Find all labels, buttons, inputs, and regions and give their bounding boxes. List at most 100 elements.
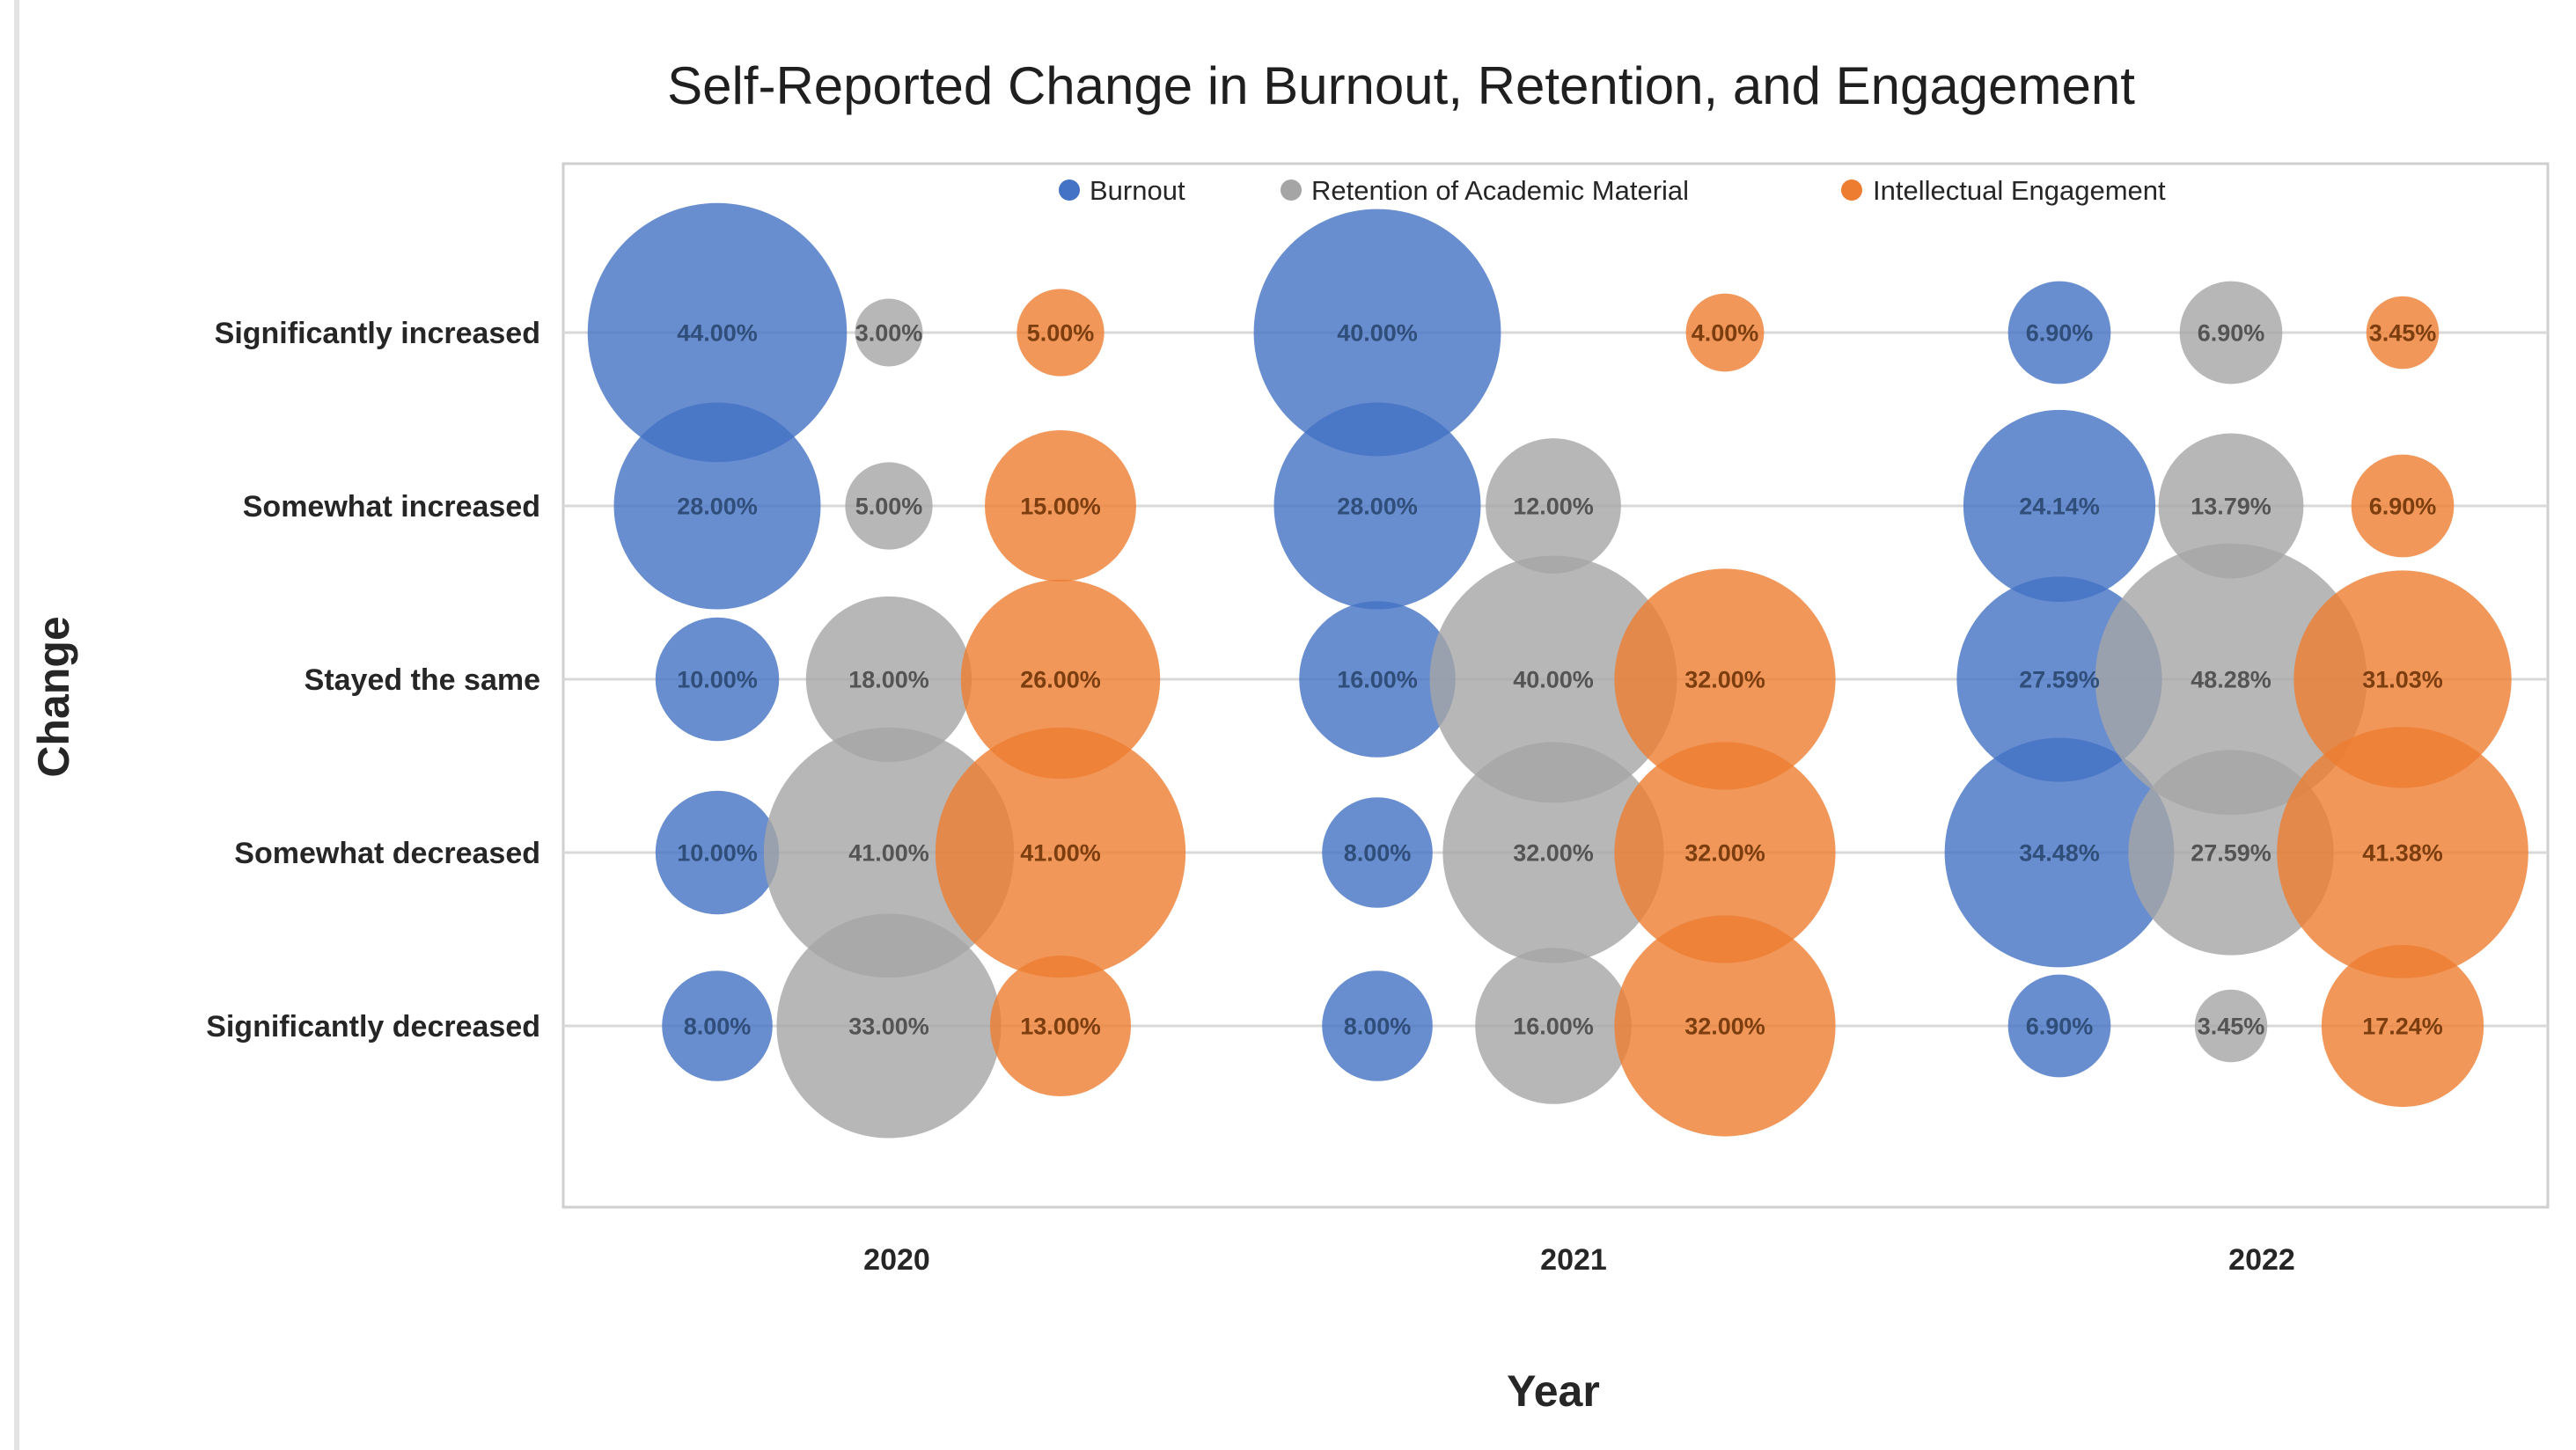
bubble-value-label: 40.00% [1337, 320, 1418, 347]
legend-item-engagement: Intellectual Engagement [1841, 175, 2166, 206]
bubble-value-labels: 44.00% 28.00% 10.00% 10.00% 8.00% 40.00% 28.00… [677, 320, 2443, 1040]
bubble [1486, 438, 1621, 574]
legend-label-retention: Retention of Academic Material [1311, 175, 1689, 206]
bubble [2277, 727, 2528, 978]
bubble [1322, 970, 1433, 1081]
bubble-value-label: 26.00% [1020, 667, 1101, 693]
bubble [1475, 948, 1632, 1104]
bubble [855, 298, 923, 367]
retention-legend-dot-icon [1281, 179, 1302, 201]
bubble [960, 579, 1161, 780]
bubble-value-label: 12.00% [1513, 494, 1594, 520]
bubble-value-label: 15.00% [1020, 494, 1101, 520]
bubble [662, 970, 773, 1081]
window-edge [14, 0, 19, 1450]
bubble [845, 462, 933, 550]
bubble [587, 202, 848, 463]
bubble [2007, 281, 2111, 384]
engagement-legend-dot-icon [1841, 179, 1862, 201]
bubble [1614, 568, 1836, 790]
bubble [2366, 296, 2440, 370]
bubble-value-label: 6.90% [2026, 1014, 2094, 1040]
bubble-value-label: 8.00% [684, 1014, 752, 1040]
x-axis-title: Year [1507, 1366, 1600, 1416]
chart-title: Self-Reported Change in Burnout, Retenti… [667, 56, 2135, 115]
bubble [985, 430, 1136, 582]
bubble-series [587, 202, 2528, 1139]
bubble-value-label: 32.00% [1513, 840, 1594, 867]
bubble-value-label: 28.00% [677, 494, 758, 520]
bubble [2158, 433, 2304, 579]
bubble [2095, 543, 2367, 816]
bubble-value-label: 16.00% [1337, 667, 1418, 693]
bubble [935, 727, 1186, 978]
bubble [2007, 974, 2111, 1078]
bubble-value-label: 10.00% [677, 840, 758, 867]
bubble [1322, 797, 1433, 908]
bubble [1685, 293, 1765, 372]
bubble [2128, 750, 2334, 956]
bubble [989, 955, 1132, 1097]
bubble-value-label: 48.28% [2191, 667, 2271, 693]
bubble [1299, 601, 1456, 758]
bubble-value-label: 31.03% [2362, 667, 2443, 693]
year-label: 2021 [1540, 1243, 1607, 1277]
bubble-value-label: 32.00% [1684, 840, 1765, 867]
legend-label-engagement: Intellectual Engagement [1873, 175, 2166, 206]
legend-item-retention: Retention of Academic Material [1281, 175, 1689, 206]
bubble [1016, 289, 1105, 377]
category-label: Significantly increased [215, 317, 540, 350]
bubble-value-label: 6.90% [2369, 494, 2437, 520]
category-label: Stayed the same [305, 663, 540, 697]
bubble-value-label: 13.00% [1020, 1014, 1101, 1040]
bubble [1614, 915, 1836, 1137]
bubble-value-label: 4.00% [1692, 320, 1759, 347]
bubble [1429, 555, 1677, 803]
bubble-value-label: 17.24% [2362, 1014, 2443, 1040]
bubble [2194, 989, 2268, 1063]
year-label: 2020 [863, 1243, 930, 1277]
bubble [1273, 402, 1481, 610]
category-label: Somewhat decreased [234, 837, 540, 870]
bubble-value-label: 28.00% [1337, 494, 1418, 520]
bubble-value-label: 32.00% [1684, 667, 1765, 693]
bubble-value-label: 40.00% [1513, 667, 1594, 693]
bubble-value-label: 10.00% [677, 667, 758, 693]
bubble [763, 727, 1015, 978]
legend-item-burnout: Burnout [1059, 175, 1185, 206]
bubble-value-label: 3.45% [2369, 320, 2437, 347]
category-label: Somewhat increased [243, 490, 540, 524]
bubble-value-label: 41.38% [2362, 840, 2443, 867]
bubble [776, 913, 1002, 1139]
bubble [805, 596, 972, 763]
bubble [2351, 454, 2455, 558]
legend: Burnout Retention of Academic Material I… [1059, 175, 2166, 206]
bubble-value-label: 27.59% [2191, 840, 2271, 867]
plot-area [561, 162, 2550, 1209]
bubble [1944, 737, 2175, 968]
bubble-value-label: 18.00% [848, 667, 929, 693]
bubble-value-label: 16.00% [1513, 1014, 1594, 1040]
bubble-value-label: 3.00% [855, 320, 923, 347]
bubble-value-label: 41.00% [1020, 840, 1101, 867]
bubble-value-label: 3.45% [2198, 1014, 2265, 1040]
bubble [613, 402, 821, 610]
bubble [1963, 409, 2156, 603]
bubble [1614, 742, 1836, 963]
bubble-value-label: 6.90% [2198, 320, 2265, 347]
bubble-value-label: 24.14% [2019, 494, 2100, 520]
burnout-legend-dot-icon [1059, 179, 1080, 201]
bubble-value-label: 32.00% [1684, 1014, 1765, 1040]
bubble [2293, 570, 2512, 788]
axis-tick-labels: Significantly increased Somewhat increase… [206, 317, 2295, 1277]
bubble-value-label: 13.79% [2191, 494, 2271, 520]
bubble-value-label: 8.00% [1344, 1014, 1412, 1040]
year-label: 2022 [2228, 1243, 2295, 1277]
bubble [2321, 944, 2484, 1108]
bubble [655, 790, 780, 915]
bubble [2179, 281, 2283, 384]
bubble-value-label: 6.90% [2026, 320, 2094, 347]
bubble-value-label: 34.48% [2019, 840, 2100, 867]
